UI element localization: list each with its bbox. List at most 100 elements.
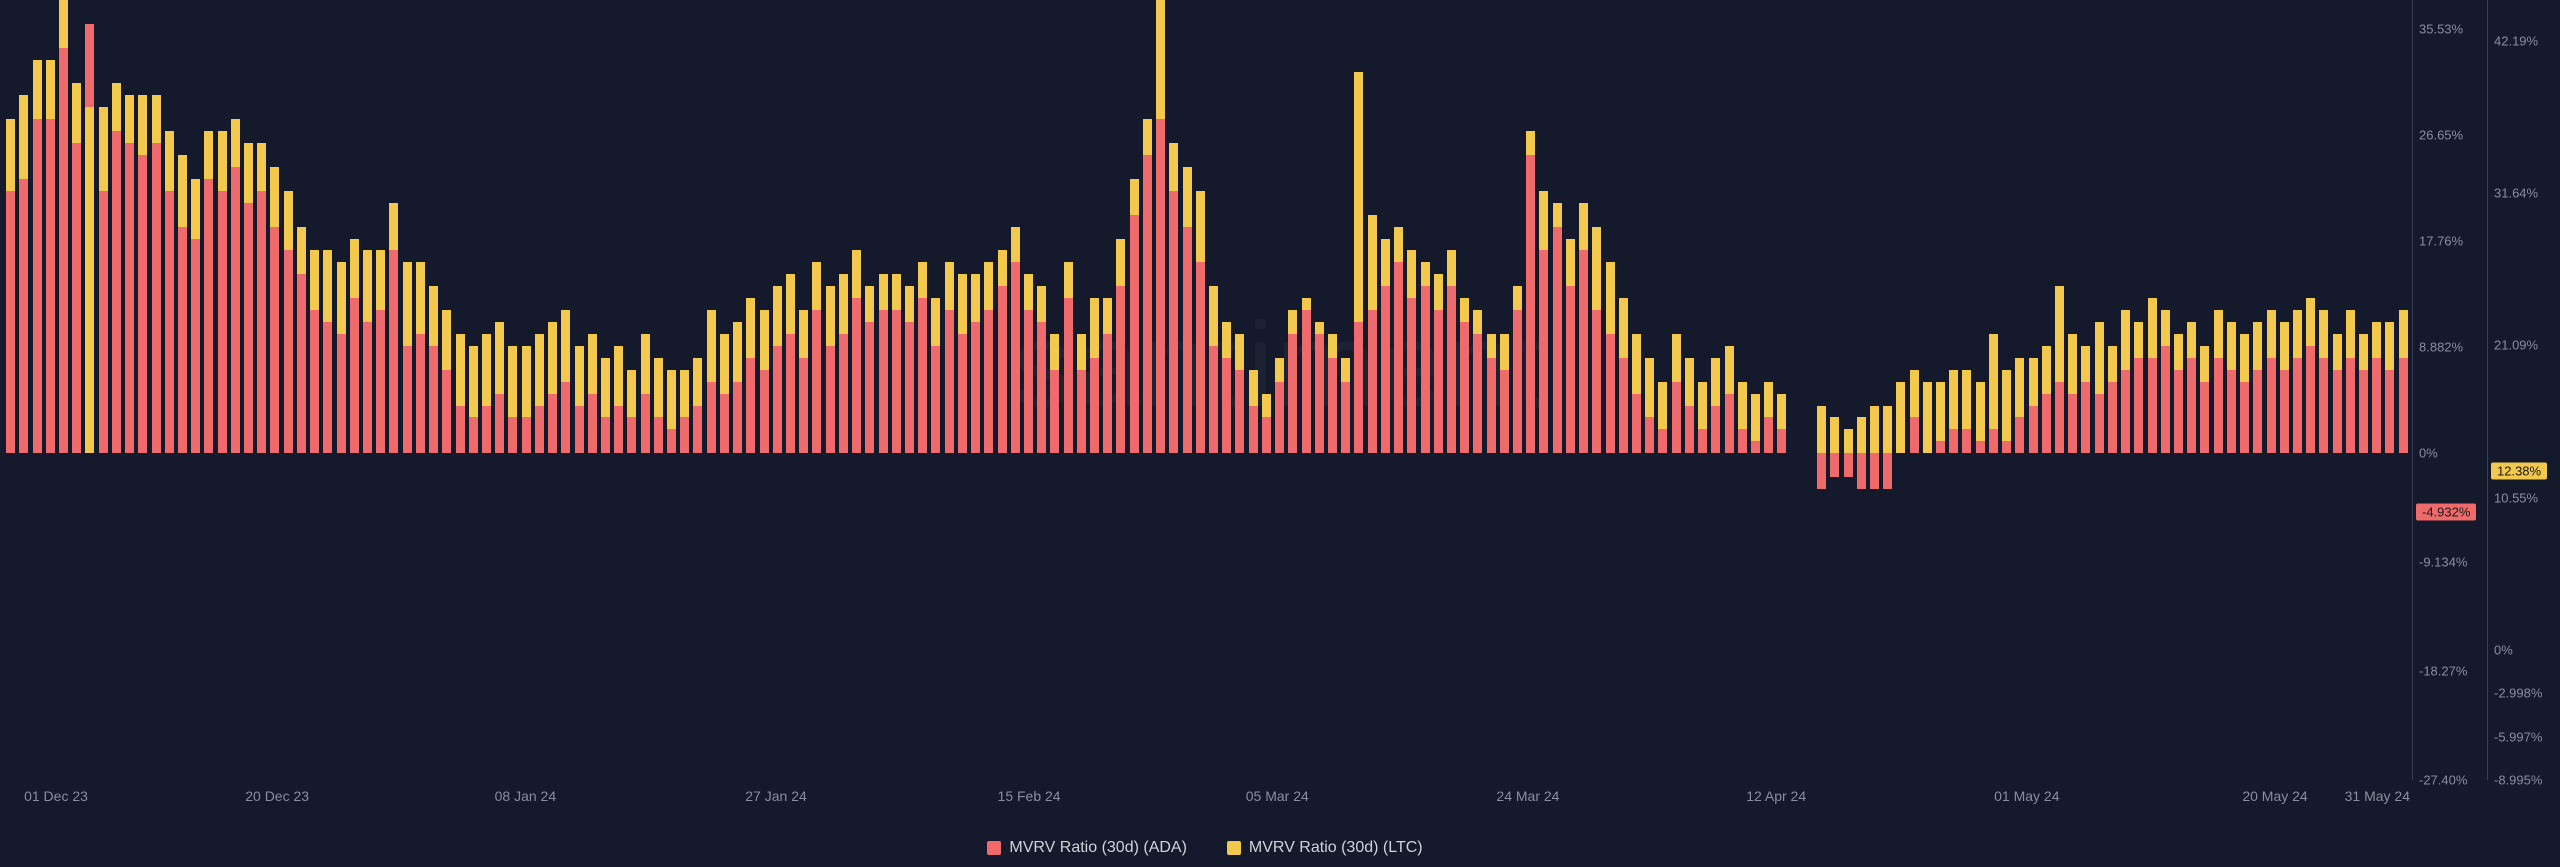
bar-slot[interactable] (2079, 0, 2092, 780)
bar-slot[interactable] (334, 0, 347, 780)
bar-slot[interactable] (4, 0, 17, 780)
bar-slot[interactable] (1987, 0, 2000, 780)
bar-slot[interactable] (1894, 0, 1907, 780)
bar-slot[interactable] (916, 0, 929, 780)
bar-slot[interactable] (1088, 0, 1101, 780)
bar-slot[interactable] (1577, 0, 1590, 780)
bar-slot[interactable] (1617, 0, 1630, 780)
bar-slot[interactable] (1326, 0, 1339, 780)
bar-slot[interactable] (1762, 0, 1775, 780)
bar-slot[interactable] (2093, 0, 2106, 780)
bar-slot[interactable] (1432, 0, 1445, 780)
bar-slot[interactable] (1855, 0, 1868, 780)
bar-slot[interactable] (136, 0, 149, 780)
bar-slot[interactable] (837, 0, 850, 780)
bar-slot[interactable] (308, 0, 321, 780)
bar-slot[interactable] (2013, 0, 2026, 780)
bar-slot[interactable] (295, 0, 308, 780)
bar-slot[interactable] (1418, 0, 1431, 780)
bar-slot[interactable] (1709, 0, 1722, 780)
bar-slot[interactable] (1960, 0, 1973, 780)
bar-slot[interactable] (1247, 0, 1260, 780)
bar-slot[interactable] (1696, 0, 1709, 780)
bar-slot[interactable] (691, 0, 704, 780)
bar-slot[interactable] (1194, 0, 1207, 780)
bar-slot[interactable] (506, 0, 519, 780)
bar-slot[interactable] (2397, 0, 2410, 780)
bar-slot[interactable] (1035, 0, 1048, 780)
bar-slot[interactable] (149, 0, 162, 780)
bar-slot[interactable] (361, 0, 374, 780)
bar-slot[interactable] (1551, 0, 1564, 780)
bar-slot[interactable] (982, 0, 995, 780)
bar-slot[interactable] (268, 0, 281, 780)
bar-slot[interactable] (2357, 0, 2370, 780)
bar-slot[interactable] (1921, 0, 1934, 780)
bar-slot[interactable] (414, 0, 427, 780)
bar-slot[interactable] (493, 0, 506, 780)
bar-slot[interactable] (321, 0, 334, 780)
bar-slot[interactable] (387, 0, 400, 780)
bar-slot[interactable] (1141, 0, 1154, 780)
bar-slot[interactable] (2344, 0, 2357, 780)
bar-slot[interactable] (2251, 0, 2264, 780)
bar-slot[interactable] (1630, 0, 1643, 780)
bar-slot[interactable] (1352, 0, 1365, 780)
bar-slot[interactable] (2291, 0, 2304, 780)
bar-slot[interactable] (1167, 0, 1180, 780)
bar-slot[interactable] (44, 0, 57, 780)
bar-slot[interactable] (639, 0, 652, 780)
bar-slot[interactable] (2331, 0, 2344, 780)
bar-slot[interactable] (2119, 0, 2132, 780)
bar-slot[interactable] (1180, 0, 1193, 780)
bar-slot[interactable] (480, 0, 493, 780)
bar-slot[interactable] (863, 0, 876, 780)
bar-slot[interactable] (17, 0, 30, 780)
bar-slot[interactable] (57, 0, 70, 780)
bar-slot[interactable] (2317, 0, 2330, 780)
bar-slot[interactable] (890, 0, 903, 780)
bar-slot[interactable] (625, 0, 638, 780)
bar-slot[interactable] (705, 0, 718, 780)
bar-slot[interactable] (242, 0, 255, 780)
bar-slot[interactable] (1299, 0, 1312, 780)
bar-slot[interactable] (1154, 0, 1167, 780)
bar-slot[interactable] (374, 0, 387, 780)
bar-slot[interactable] (453, 0, 466, 780)
bar-slot[interactable] (2264, 0, 2277, 780)
bar-slot[interactable] (1075, 0, 1088, 780)
bar-slot[interactable] (929, 0, 942, 780)
bar-slot[interactable] (1868, 0, 1881, 780)
bar-slot[interactable] (123, 0, 136, 780)
bar-slot[interactable] (678, 0, 691, 780)
bar-slot[interactable] (1802, 0, 1815, 780)
bar-slot[interactable] (1537, 0, 1550, 780)
bar-slot[interactable] (1947, 0, 1960, 780)
bar-slot[interactable] (1749, 0, 1762, 780)
bar-slot[interactable] (83, 0, 96, 780)
bar-slot[interactable] (1815, 0, 1828, 780)
bar-slot[interactable] (1233, 0, 1246, 780)
bar-slot[interactable] (1881, 0, 1894, 780)
bar-slot[interactable] (2370, 0, 2383, 780)
bar-slot[interactable] (1736, 0, 1749, 780)
bar-slot[interactable] (1789, 0, 1802, 780)
bar-slot[interactable] (1524, 0, 1537, 780)
bar-slot[interactable] (2238, 0, 2251, 780)
bar-slot[interactable] (176, 0, 189, 780)
bar-slot[interactable] (1590, 0, 1603, 780)
bar-slot[interactable] (1458, 0, 1471, 780)
bar-slot[interactable] (731, 0, 744, 780)
bar-slot[interactable] (2145, 0, 2158, 780)
bar-slot[interactable] (2132, 0, 2145, 780)
legend-item-ada[interactable]: MVRV Ratio (30d) (ADA) (987, 839, 1187, 857)
legend-item-ltc[interactable]: MVRV Ratio (30d) (LTC) (1227, 839, 1423, 857)
bar-slot[interactable] (546, 0, 559, 780)
bar-slot[interactable] (2053, 0, 2066, 780)
bar-slot[interactable] (1260, 0, 1273, 780)
bar-slot[interactable] (533, 0, 546, 780)
bar-slot[interactable] (1101, 0, 1114, 780)
bar-slot[interactable] (216, 0, 229, 780)
bar-slot[interactable] (559, 0, 572, 780)
bar-slot[interactable] (2106, 0, 2119, 780)
